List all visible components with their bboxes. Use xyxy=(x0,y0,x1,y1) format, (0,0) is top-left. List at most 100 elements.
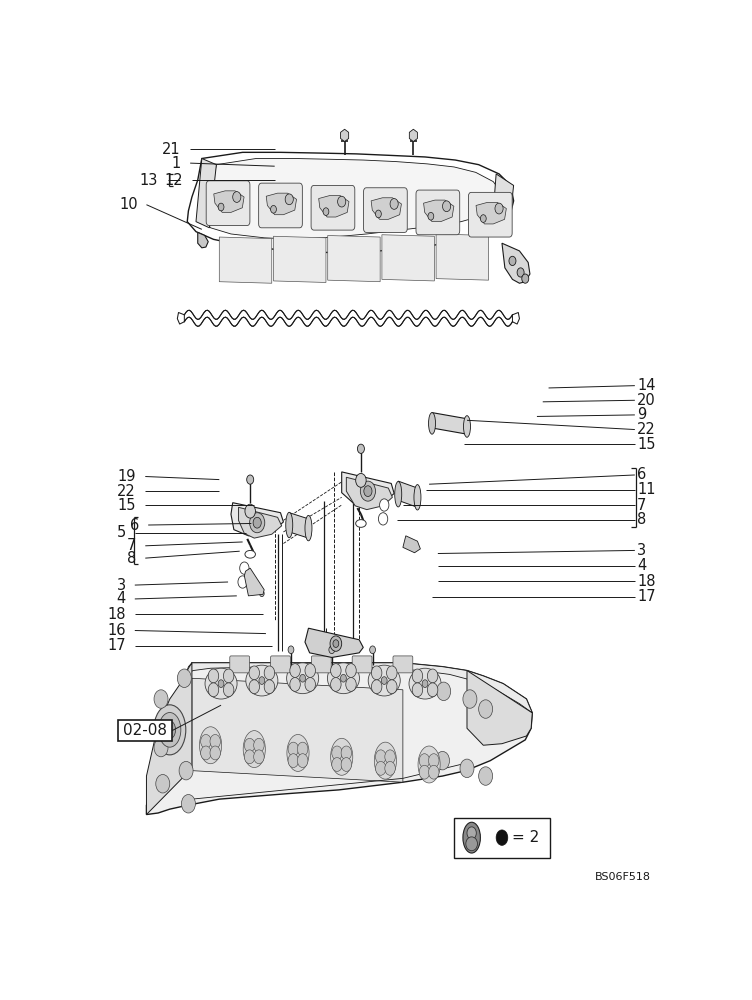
Circle shape xyxy=(232,192,241,202)
Circle shape xyxy=(375,750,386,764)
Circle shape xyxy=(495,203,503,214)
Circle shape xyxy=(288,646,294,654)
Circle shape xyxy=(419,765,429,779)
Circle shape xyxy=(329,646,335,654)
Circle shape xyxy=(247,475,253,484)
Polygon shape xyxy=(244,568,264,596)
Text: 12: 12 xyxy=(164,173,183,188)
Circle shape xyxy=(341,674,347,682)
Circle shape xyxy=(419,754,429,768)
Circle shape xyxy=(250,513,265,533)
Circle shape xyxy=(218,203,224,211)
Circle shape xyxy=(154,738,168,757)
FancyBboxPatch shape xyxy=(468,192,512,237)
Polygon shape xyxy=(187,152,514,252)
Polygon shape xyxy=(467,671,532,745)
Circle shape xyxy=(288,754,299,768)
Text: 13: 13 xyxy=(140,173,158,188)
Circle shape xyxy=(154,690,168,708)
Circle shape xyxy=(341,746,352,760)
Circle shape xyxy=(481,215,487,222)
Ellipse shape xyxy=(205,668,237,699)
Circle shape xyxy=(264,680,274,694)
Ellipse shape xyxy=(463,416,471,437)
Ellipse shape xyxy=(356,520,366,527)
Circle shape xyxy=(253,750,264,764)
Circle shape xyxy=(375,210,381,218)
Circle shape xyxy=(381,677,387,684)
Circle shape xyxy=(378,513,388,525)
Circle shape xyxy=(271,205,277,213)
Polygon shape xyxy=(493,174,514,212)
Ellipse shape xyxy=(465,837,478,851)
Circle shape xyxy=(253,517,261,528)
Circle shape xyxy=(218,680,224,687)
Circle shape xyxy=(331,664,341,677)
Ellipse shape xyxy=(164,721,176,739)
Circle shape xyxy=(496,830,508,845)
FancyBboxPatch shape xyxy=(311,656,331,673)
Ellipse shape xyxy=(199,727,222,764)
Circle shape xyxy=(387,666,397,680)
Circle shape xyxy=(181,795,196,813)
Text: 11: 11 xyxy=(637,482,656,497)
Circle shape xyxy=(238,576,247,588)
Polygon shape xyxy=(204,158,502,239)
Circle shape xyxy=(390,199,399,209)
Ellipse shape xyxy=(467,827,476,839)
Polygon shape xyxy=(274,236,326,282)
FancyBboxPatch shape xyxy=(230,656,250,673)
Circle shape xyxy=(460,759,474,778)
Circle shape xyxy=(463,690,477,708)
Text: 7: 7 xyxy=(637,497,647,512)
Circle shape xyxy=(356,473,366,487)
Ellipse shape xyxy=(327,663,359,694)
Circle shape xyxy=(387,680,397,694)
Circle shape xyxy=(435,751,450,770)
Ellipse shape xyxy=(368,665,400,696)
Polygon shape xyxy=(184,310,512,326)
Circle shape xyxy=(201,746,211,760)
Polygon shape xyxy=(423,200,454,222)
Circle shape xyxy=(210,734,220,748)
Circle shape xyxy=(427,669,438,683)
Ellipse shape xyxy=(418,746,440,783)
Circle shape xyxy=(290,664,300,677)
Text: 20: 20 xyxy=(637,393,656,408)
Circle shape xyxy=(290,677,300,691)
Ellipse shape xyxy=(287,734,309,771)
Circle shape xyxy=(244,738,255,752)
Circle shape xyxy=(333,640,338,647)
Circle shape xyxy=(264,666,274,680)
Polygon shape xyxy=(502,243,530,283)
Circle shape xyxy=(253,738,264,752)
Circle shape xyxy=(509,256,516,266)
Circle shape xyxy=(371,680,382,694)
Circle shape xyxy=(360,481,375,501)
Text: 15: 15 xyxy=(117,497,136,512)
Circle shape xyxy=(422,680,428,687)
Circle shape xyxy=(517,268,524,277)
Text: 18: 18 xyxy=(108,607,126,622)
Polygon shape xyxy=(186,663,532,713)
Polygon shape xyxy=(266,193,296,215)
Polygon shape xyxy=(196,158,217,228)
Circle shape xyxy=(245,504,256,518)
Circle shape xyxy=(223,683,234,697)
Text: 8: 8 xyxy=(637,512,647,527)
Ellipse shape xyxy=(414,485,421,510)
Circle shape xyxy=(437,682,450,701)
Circle shape xyxy=(427,683,438,697)
Text: 16: 16 xyxy=(108,623,126,638)
Ellipse shape xyxy=(286,512,293,538)
FancyBboxPatch shape xyxy=(119,720,172,741)
Circle shape xyxy=(156,774,170,793)
FancyBboxPatch shape xyxy=(206,181,250,225)
Text: 10: 10 xyxy=(119,197,138,212)
Polygon shape xyxy=(238,507,282,538)
Polygon shape xyxy=(476,202,506,224)
Polygon shape xyxy=(192,678,403,782)
Circle shape xyxy=(223,669,234,683)
Polygon shape xyxy=(347,477,393,510)
Circle shape xyxy=(331,677,341,691)
